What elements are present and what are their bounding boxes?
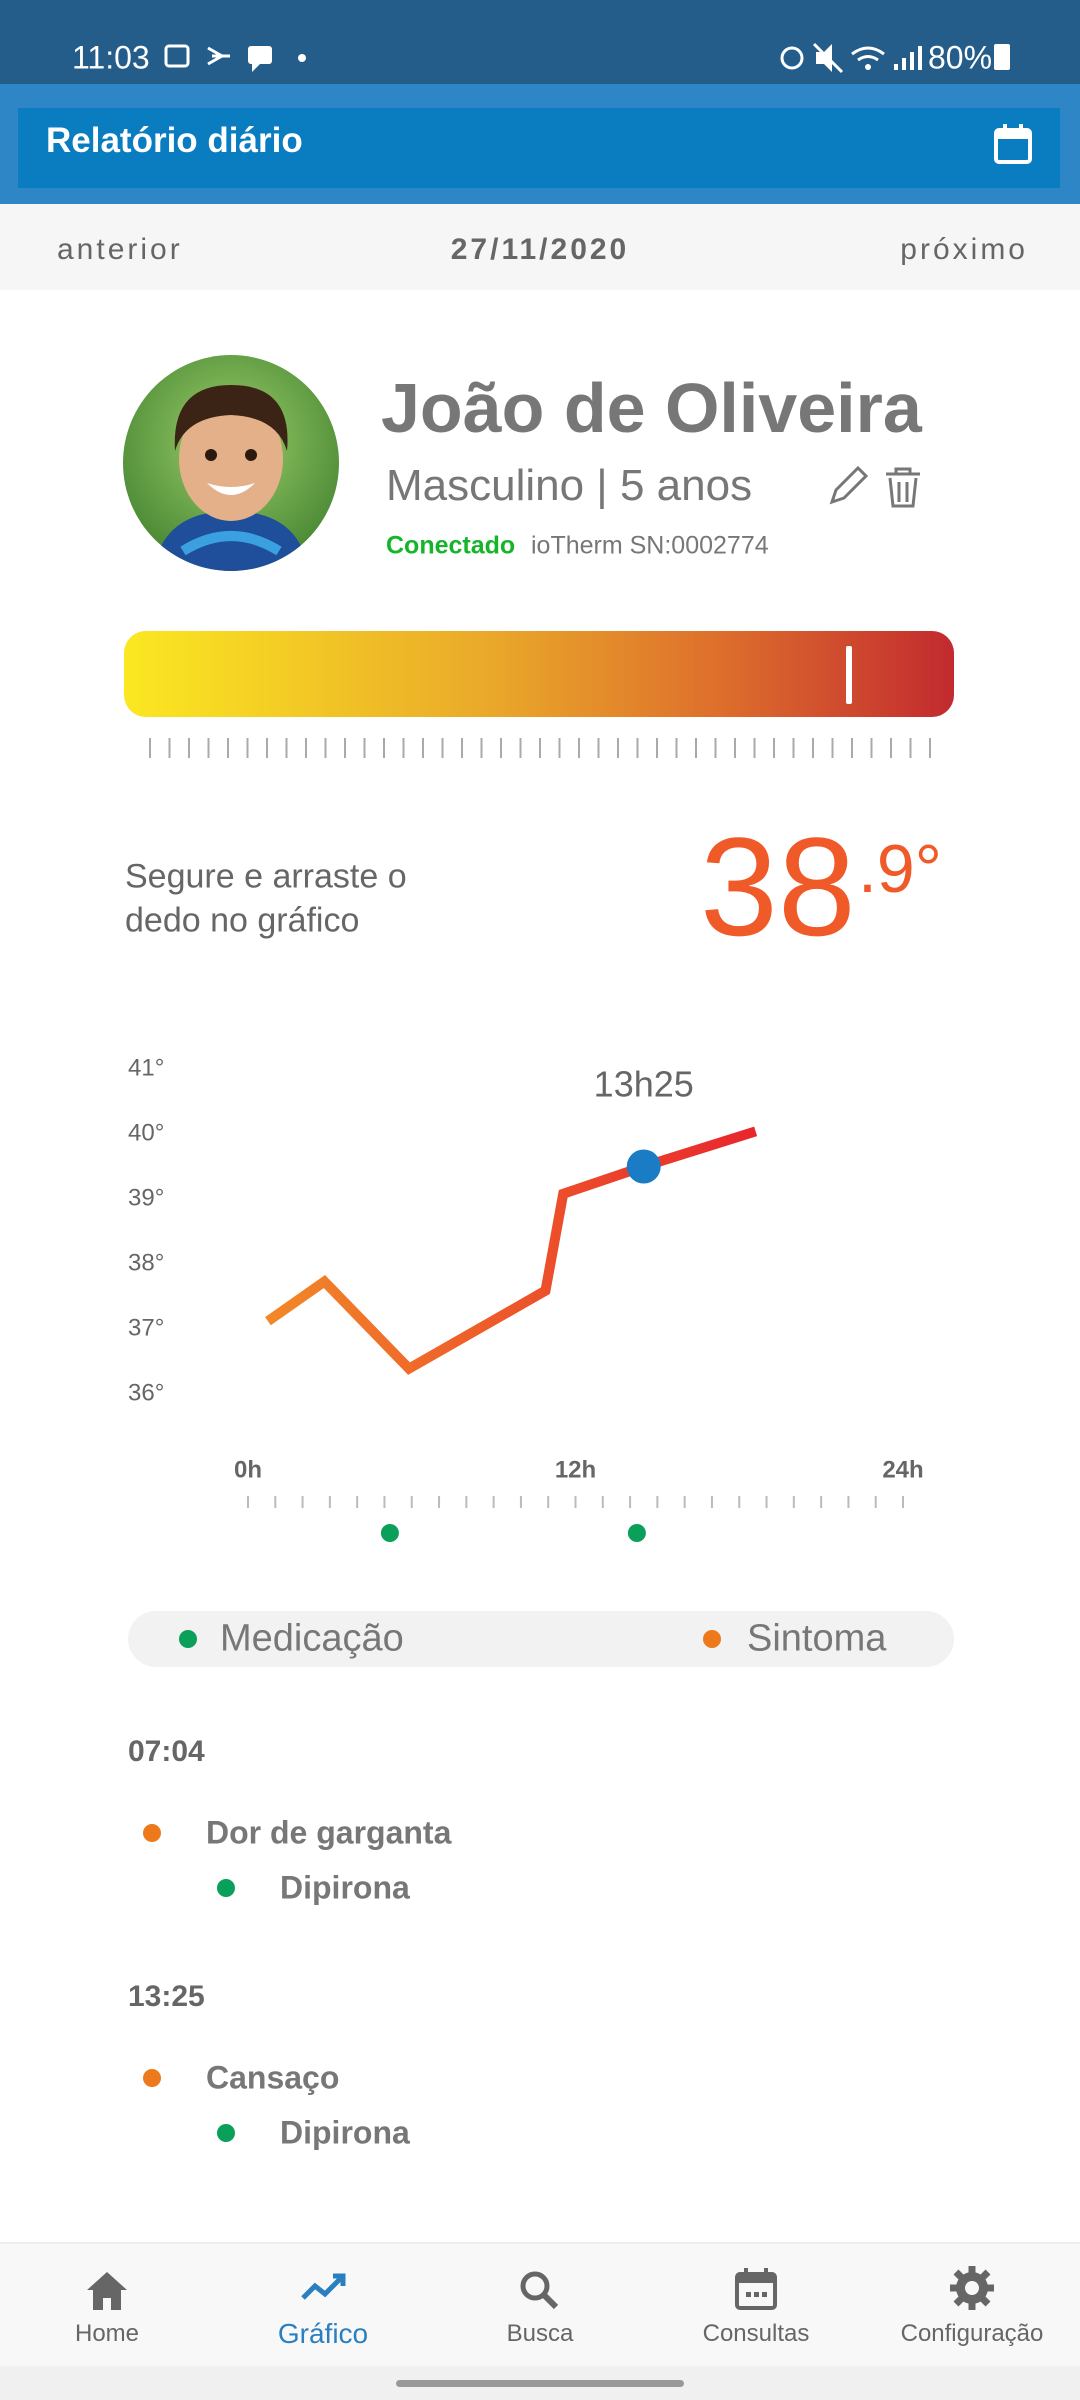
y-tick-label: 37° — [128, 1314, 164, 1341]
gesture-handle — [396, 2380, 684, 2387]
edit-button[interactable] — [829, 465, 869, 505]
event-label: Cansaço — [206, 2059, 340, 2096]
temperature-indicator — [846, 646, 852, 704]
nav-label[interactable]: Configuração — [900, 2320, 1044, 2347]
y-tick-label: 41° — [128, 1054, 164, 1081]
event-label: Dipirona — [280, 2114, 410, 2151]
legend-label: Medicação — [220, 1617, 404, 1660]
hint-text: Segure e arraste o — [125, 857, 407, 896]
next-day[interactable]: próximo — [900, 233, 1028, 266]
nav-label[interactable]: Gráfico — [277, 2318, 369, 2349]
x-tick-label: 0h — [234, 1456, 262, 1483]
status-time: 11:03 — [72, 39, 150, 76]
date-nav — [0, 204, 1080, 290]
patient-details: Masculino | 5 anos — [386, 461, 753, 510]
patient-avatar — [123, 355, 339, 571]
device-serial: ioTherm SN:0002774 — [531, 531, 769, 560]
patient-name: João de Oliveira — [381, 369, 922, 447]
status-system-icons — [780, 42, 922, 74]
connection-status: Conectado — [386, 531, 516, 560]
y-tick-label: 39° — [128, 1184, 164, 1211]
legend-dot — [179, 1630, 197, 1648]
nav-label[interactable]: Consultas — [702, 2320, 810, 2347]
status-bar — [0, 0, 1080, 84]
temperature-decimal: .9° — [858, 831, 942, 907]
selected-time: 13h25 — [594, 1064, 694, 1105]
chart-icon[interactable] — [301, 2273, 346, 2300]
previous-day[interactable]: anterior — [57, 233, 183, 266]
nav-label[interactable]: Busca — [506, 2320, 574, 2347]
event-dot — [143, 2069, 161, 2087]
temperature-gradient-bar — [124, 631, 954, 717]
delete-button[interactable] — [886, 467, 920, 508]
hint-text: dedo no gráfico — [125, 901, 360, 940]
legend — [128, 1611, 954, 1667]
y-tick-label: 38° — [128, 1249, 164, 1276]
x-tick-label: 24h — [882, 1456, 923, 1483]
event-time: 07:04 — [128, 1735, 205, 1768]
home-icon[interactable] — [87, 2272, 127, 2310]
y-tick-label: 36° — [128, 1379, 164, 1406]
event-dot — [217, 2124, 235, 2142]
edit-delete-icons — [829, 465, 920, 508]
current-date: 27/11/2020 — [450, 233, 630, 266]
temperature-chart[interactable]: 41° 40° 39° 38° 37° 36° 0h 12h 24h 13h25 — [0, 1040, 1080, 1560]
event-label: Dor de garganta — [206, 1814, 452, 1851]
event-dot — [627, 1524, 646, 1542]
appointments-icon[interactable] — [735, 2268, 777, 2310]
battery-level: 80% — [928, 39, 993, 76]
y-tick-label: 40° — [128, 1119, 164, 1146]
nav-icons — [87, 2266, 994, 2310]
event-dot — [380, 1524, 399, 1542]
nav-label[interactable]: Home — [74, 2320, 140, 2347]
event-label: Dipirona — [280, 1869, 410, 1906]
selected-point — [626, 1149, 661, 1184]
event-dot — [143, 1824, 161, 1842]
search-icon[interactable] — [520, 2271, 559, 2310]
temperature-scale — [149, 738, 931, 758]
x-tick-label: 12h — [555, 1456, 596, 1483]
header-title: Relatório diário — [46, 121, 303, 160]
calendar-button[interactable] — [993, 122, 1033, 166]
settings-icon[interactable] — [950, 2266, 994, 2310]
bottom-nav — [0, 2242, 1080, 2368]
event-time: 13:25 — [128, 1980, 205, 2013]
legend-dot — [703, 1630, 721, 1648]
app-bar-inner — [18, 108, 1060, 188]
temperature-line — [265, 1126, 758, 1375]
status-icons — [164, 44, 306, 72]
event-dot — [217, 1879, 235, 1897]
temperature-integer: 38 — [700, 808, 856, 965]
legend-label: Sintoma — [747, 1617, 887, 1660]
battery-icon — [994, 44, 1010, 70]
